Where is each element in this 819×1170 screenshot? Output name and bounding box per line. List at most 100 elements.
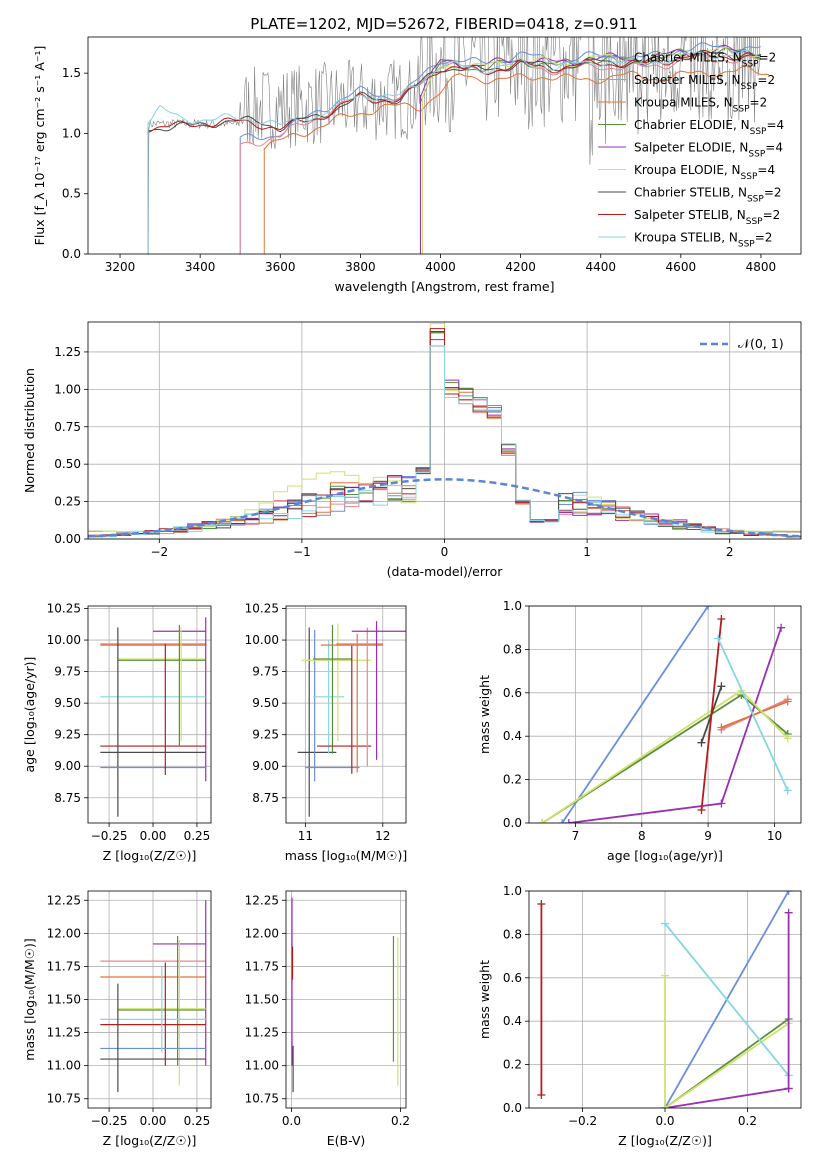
legend-label: Kroupa STELIB, NSSP=2 bbox=[634, 231, 772, 250]
y-tick-label: 1.00 bbox=[54, 382, 81, 396]
x-axis-label: Z [log₁₀(Z/Z☉)] bbox=[103, 848, 197, 863]
mass-weight-line bbox=[721, 700, 789, 729]
mass-weight-marker bbox=[783, 697, 792, 706]
x-tick-label: −1 bbox=[293, 545, 311, 559]
x-axis-label: E(B-V) bbox=[327, 1133, 366, 1148]
x-tick-label: −0.25 bbox=[91, 829, 128, 843]
y-tick-label: 10.75 bbox=[245, 1092, 279, 1106]
x-tick-label: 0.0 bbox=[282, 1114, 301, 1128]
x-tick-label: 0.2 bbox=[738, 1114, 757, 1128]
x-tick-label: 3600 bbox=[265, 260, 296, 274]
y-tick-label: 9.00 bbox=[252, 759, 279, 773]
residuals-panel: −2 −1 0 1 2 0.00 0.25 0.50 0.75 1.00 1.25 (data-mod… bbox=[22, 321, 802, 579]
spectrum-plot-area bbox=[120, 37, 770, 254]
axes-frame bbox=[87, 605, 212, 824]
age_vs_mass-panel: 11 12 8.75 9.00 9.25 9.50 9.75 10.00 10.25 mass [… bbox=[245, 602, 408, 863]
x-tick-label: −0.25 bbox=[91, 1114, 128, 1128]
model-spectrum-line bbox=[120, 49, 762, 254]
y-axis-label: age [log₁₀(age/yr)] bbox=[22, 657, 37, 773]
x-tick-label: 3200 bbox=[105, 260, 136, 274]
y-tick-label: 9.75 bbox=[252, 665, 279, 679]
legend-label: Kroupa MILES, NSSP=2 bbox=[634, 96, 767, 115]
y-tick-label: 0.4 bbox=[503, 1014, 522, 1028]
model-spectrum-line bbox=[263, 65, 770, 254]
axes-frame bbox=[87, 321, 802, 540]
axes-frame bbox=[285, 605, 407, 824]
axes-frame bbox=[528, 890, 802, 1109]
mass_vs_Z-plot-area bbox=[100, 900, 207, 1093]
y-tick-label: 0.6 bbox=[503, 971, 522, 985]
mass-weight-marker bbox=[564, 819, 573, 823]
x-tick-label: 9 bbox=[704, 829, 712, 843]
x-tick-label: 4200 bbox=[505, 260, 536, 274]
x-axis-label: Z [log₁₀(Z/Z☉)] bbox=[103, 1133, 197, 1148]
y-tick-label: 1.5 bbox=[62, 66, 81, 80]
weight_vs_Z-panel: −0.2 0.0 0.2 0.0 0.2 0.4 0.6 0.8 1.0 Z [log₁₀(Z/Z… bbox=[477, 884, 802, 1148]
mass-weight-marker bbox=[558, 819, 567, 823]
weight_vs_Z-plot-area bbox=[537, 891, 793, 1108]
mass-weight-marker bbox=[717, 615, 726, 624]
y-tick-label: 12.00 bbox=[47, 926, 81, 940]
x-tick-label: 3800 bbox=[345, 260, 376, 274]
mass-weight-marker bbox=[538, 819, 547, 823]
legend-label: Chabrier ELODIE, NSSP=4 bbox=[634, 118, 784, 137]
mass-weight-line bbox=[561, 606, 709, 823]
mass-weight-line bbox=[700, 618, 723, 811]
x-tick-label: 0 bbox=[441, 545, 449, 559]
mass-weight-line bbox=[717, 638, 789, 791]
mass-weight-line bbox=[664, 1087, 789, 1108]
mass-weight-marker bbox=[783, 786, 792, 795]
y-tick-label: 0.8 bbox=[503, 927, 522, 941]
age_vs_mass-plot-area bbox=[297, 621, 406, 817]
x-tick-label: 7 bbox=[572, 829, 580, 843]
y-tick-label: 0.50 bbox=[54, 457, 81, 471]
weight_vs_age-plot-area bbox=[538, 606, 792, 823]
y-tick-label: 8.75 bbox=[252, 791, 279, 805]
model-spectrum-line bbox=[120, 50, 761, 254]
y-tick-label: 1.0 bbox=[62, 126, 81, 140]
observed-spectrum-line bbox=[120, 37, 761, 254]
y-tick-label: 11.00 bbox=[245, 1059, 279, 1073]
legend-label: Chabrier STELIB, NSSP=2 bbox=[634, 186, 782, 205]
mass-weight-marker bbox=[661, 1104, 669, 1108]
legend-label: 𝒩(0, 1) bbox=[738, 336, 784, 351]
y-tick-label: 0.5 bbox=[62, 187, 81, 201]
spectrum-panel: 3200 3400 3600 3800 4000 4200 4400 4600 4800 0.0 0… bbox=[32, 36, 802, 294]
axes-frame bbox=[285, 890, 407, 1109]
y-axis-label: mass [log₁₀(M/M☉)] bbox=[22, 938, 37, 1060]
mass-weight-marker bbox=[697, 805, 706, 814]
y-tick-label: 0.8 bbox=[503, 642, 522, 656]
y-tick-label: 0.00 bbox=[54, 532, 81, 546]
x-tick-label: 0.2 bbox=[391, 1114, 410, 1128]
y-tick-label: 10.00 bbox=[245, 633, 279, 647]
y-tick-label: 10.00 bbox=[47, 633, 81, 647]
mass-weight-marker bbox=[784, 891, 793, 895]
x-axis-label: (data-model)/error bbox=[387, 564, 504, 579]
mass-weight-marker bbox=[717, 682, 726, 691]
y-tick-label: 11.75 bbox=[47, 959, 81, 973]
y-tick-label: 0.4 bbox=[503, 729, 522, 743]
legend-label: Kroupa ELODIE, NSSP=4 bbox=[634, 163, 775, 182]
y-tick-label: 0.2 bbox=[503, 1058, 522, 1072]
age_vs_Z-panel: −0.25 0.00 0.25 8.75 9.00 9.25 9.50 9.75 10.00 10… bbox=[22, 602, 212, 863]
y-tick-label: 0.0 bbox=[62, 247, 81, 261]
mass-weight-marker bbox=[661, 971, 669, 980]
mass-weight-marker bbox=[783, 734, 792, 743]
legend-label: Salpeter STELIB, NSSP=2 bbox=[634, 208, 780, 227]
y-tick-label: 9.50 bbox=[252, 696, 279, 710]
y-tick-label: 12.25 bbox=[47, 893, 81, 907]
y-tick-label: 11.25 bbox=[245, 1026, 279, 1040]
x-tick-label: 4400 bbox=[585, 260, 616, 274]
weight_vs_age-panel: 7 8 9 10 0.0 0.2 0.4 0.6 0.8 1.0 age [log₁₀(age/yr… bbox=[477, 599, 802, 863]
y-tick-label: 11.00 bbox=[47, 1059, 81, 1073]
x-tick-label: 1 bbox=[583, 545, 591, 559]
x-axis-label: wavelength [Angstrom, rest frame] bbox=[334, 279, 554, 294]
y-tick-label: 0.75 bbox=[54, 420, 81, 434]
x-tick-label: 4800 bbox=[746, 260, 777, 274]
y-tick-label: 10.75 bbox=[47, 1092, 81, 1106]
x-axis-label: mass [log₁₀(M/M☉)] bbox=[285, 848, 407, 863]
y-tick-label: 11.75 bbox=[245, 959, 279, 973]
mass-weight-marker bbox=[697, 738, 706, 747]
axes-frame bbox=[87, 890, 212, 1109]
